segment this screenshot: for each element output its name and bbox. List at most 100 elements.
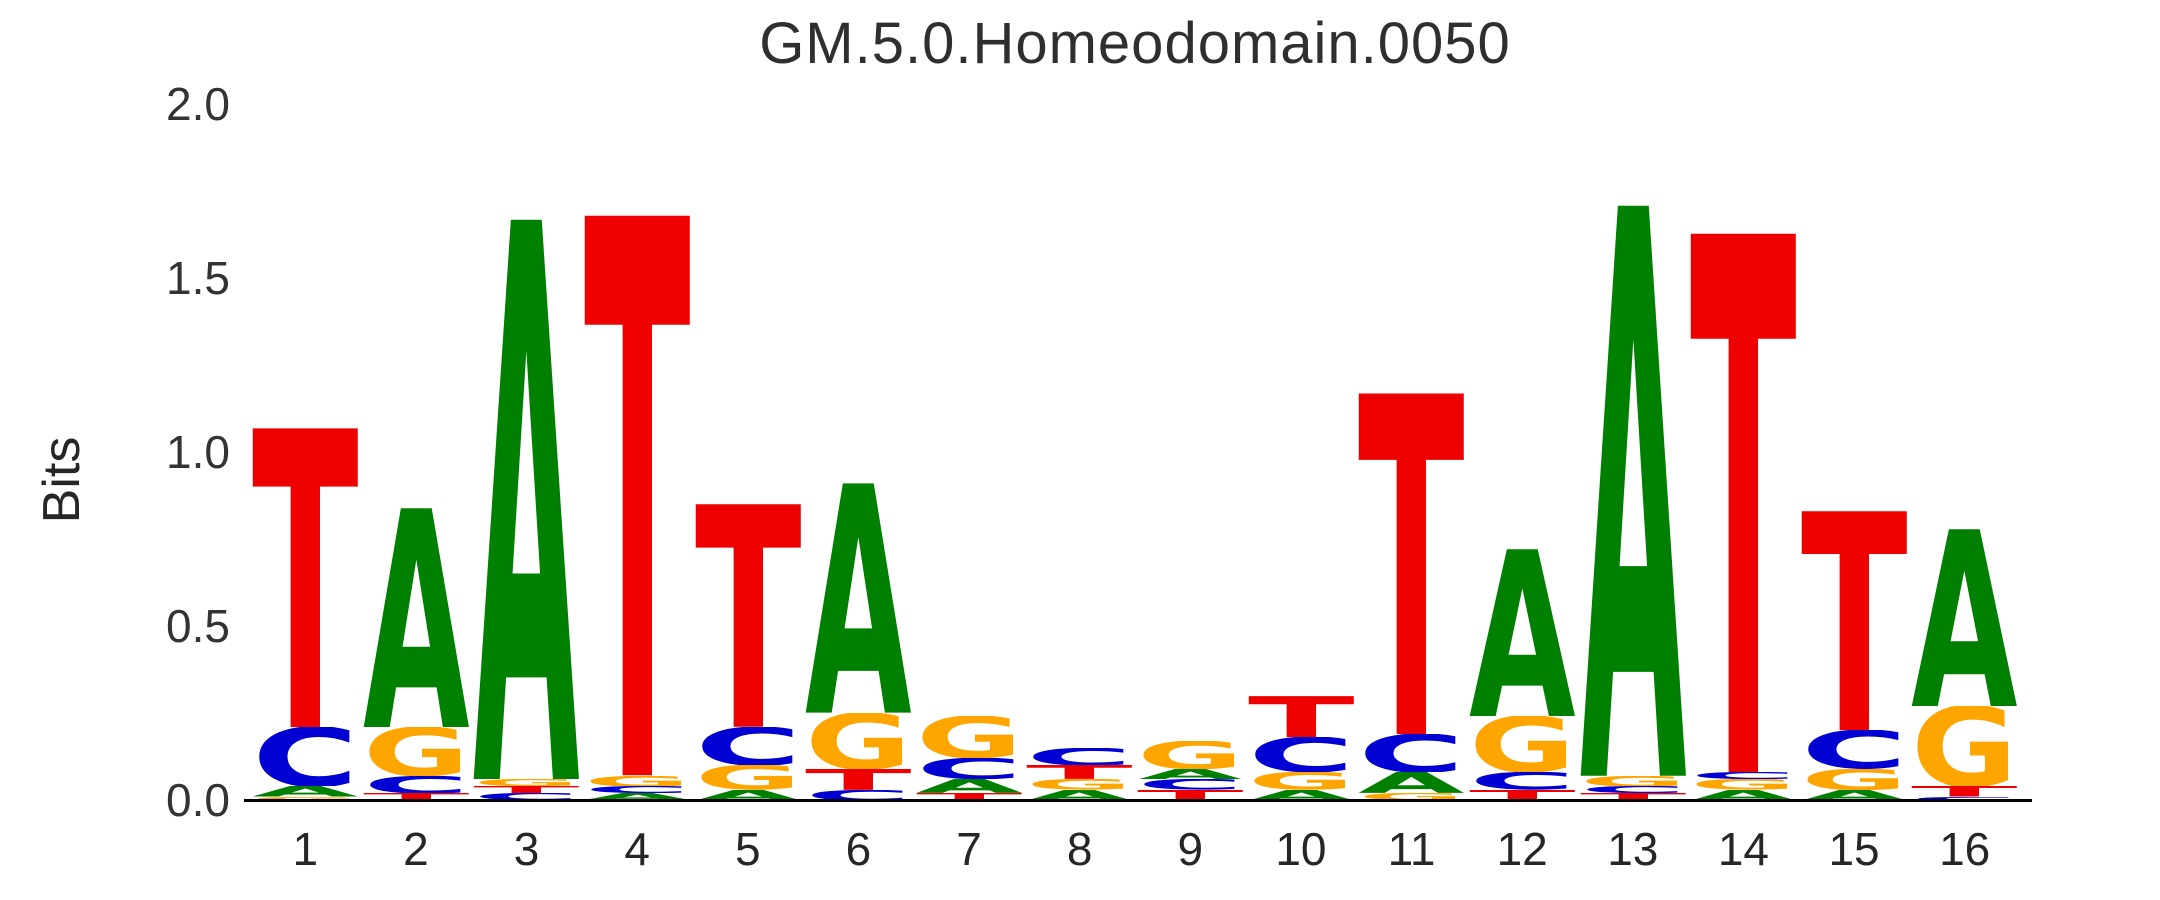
logo-letter-A: A [584,793,691,800]
logo-letter-C: C [1248,737,1355,772]
svg-text:G: G [1358,793,1465,800]
svg-text:T: T [1690,233,1797,772]
logo-letter-G: G [473,779,580,786]
logo-letter-C: C [1469,772,1576,789]
logo-letter-C: C [1580,786,1687,793]
logo-letter-C: C [1137,779,1244,789]
logo-letter-T: T [1690,233,1797,772]
logo-letter-T: T [1248,696,1355,738]
logo-letter-G: G [1580,776,1687,786]
svg-text:G: G [1248,772,1355,789]
logo-letter-A: A [1137,769,1244,779]
logo-letter-A: A [363,508,470,727]
y-tick-label: 0.5 [166,600,230,652]
svg-text:C: C [584,786,691,793]
x-tick-label: 14 [1717,823,1770,875]
x-tick-label: 13 [1607,823,1659,875]
svg-text:T: T [1469,790,1576,800]
logo-letter-C: C [1358,734,1465,772]
svg-text:G: G [695,765,802,789]
svg-text:G: G [473,779,580,786]
logo-letter-T: T [473,786,580,793]
svg-text:C: C [805,790,912,800]
logo-letter-T: T [1358,393,1465,734]
logo-letter-T: T [1469,790,1576,800]
x-tick-label: 10 [1275,823,1327,875]
logo-letter-A: A [1248,790,1355,800]
x-axis-ticks: 1 2 3 4 5 6 7 8 9 10 11 12 13 14 15 16 [250,822,2020,882]
svg-text:G: G [1026,779,1133,789]
svg-text:G: G [584,776,691,786]
logo-letter-T: T [1801,511,1908,730]
svg-text:T: T [1801,511,1908,730]
logo-letter-T: T [916,793,1023,800]
logo-letter-A: A [1690,790,1797,800]
x-tick-label: 16 [1939,823,1991,875]
logo-letter-A: A [1358,772,1465,793]
logo-letter-T: T [1580,793,1687,800]
svg-text:A: A [1911,529,2018,706]
logo-letter-T: T [1137,790,1244,800]
x-tick-label: 4 [624,823,650,875]
svg-text:T: T [1026,765,1133,779]
x-tick-label: 2 [403,823,429,875]
logo-letter-A: A [1469,549,1576,716]
logo-letter-G: G [363,727,470,776]
logo-letter-C: C [473,793,580,800]
svg-text:A: A [1248,790,1355,800]
svg-text:A: A [1137,769,1244,779]
svg-text:T: T [1358,393,1465,734]
chart-title: GM.5.0.Homeodomain.0050 [759,11,1511,76]
logo-letter-G: G [1690,779,1797,789]
svg-text:G: G [363,727,470,776]
svg-text:C: C [1911,797,2018,800]
logo-letter-A: A [805,483,912,713]
logo-letter-G: G [1026,779,1133,789]
y-tick-label: 1.5 [166,252,230,304]
logo-letter-G: G [916,716,1023,758]
logo-letter-G: G [1469,716,1576,772]
logo-letter-G: G [584,776,691,786]
logo-letter-T: T [1026,765,1133,779]
logo-letter-T: T [252,428,359,727]
svg-text:T: T [1137,790,1244,800]
x-tick-label: 15 [1828,823,1880,875]
logo-letter-A: A [695,790,802,800]
svg-text:C: C [1580,786,1687,793]
svg-text:A: A [252,786,359,796]
logo-letter-G: G [1137,741,1244,769]
svg-text:A: A [1026,790,1133,800]
svg-text:C: C [695,727,802,765]
y-tick-label: 2.0 [166,78,230,130]
svg-text:C: C [1358,734,1465,772]
x-tick-label: 8 [1066,823,1093,875]
svg-text:C: C [1469,772,1576,789]
logo-letter-A: A [1911,529,2018,706]
logo-letter-C: C [1911,797,2018,800]
svg-text:A: A [916,779,1023,793]
svg-text:T: T [584,215,691,775]
svg-text:G: G [1690,779,1797,789]
logo-letter-A: A [252,786,359,796]
y-tick-label: 0.0 [166,774,230,826]
x-tick-label: 6 [845,823,872,875]
logo-letter-C: C [805,790,912,800]
logo-letter-G: G [695,765,802,789]
svg-text:G: G [252,797,359,800]
x-tick-label: 12 [1496,823,1548,875]
svg-text:G: G [1580,776,1687,786]
svg-text:T: T [363,793,470,800]
logo-letter-C: C [1026,748,1133,765]
svg-text:T: T [1911,786,2018,796]
svg-text:C: C [1801,730,1908,768]
svg-text:A: A [584,793,691,800]
logo-letter-T: T [1911,786,2018,796]
logo-letter-G: G [1248,772,1355,789]
logo-letter-C: C [252,727,359,786]
logo-letter-A: A [1026,790,1133,800]
svg-text:G: G [1801,769,1908,790]
logo-letter-C: C [1801,730,1908,768]
x-tick-label: 1 [292,823,319,875]
svg-text:T: T [1248,696,1355,738]
